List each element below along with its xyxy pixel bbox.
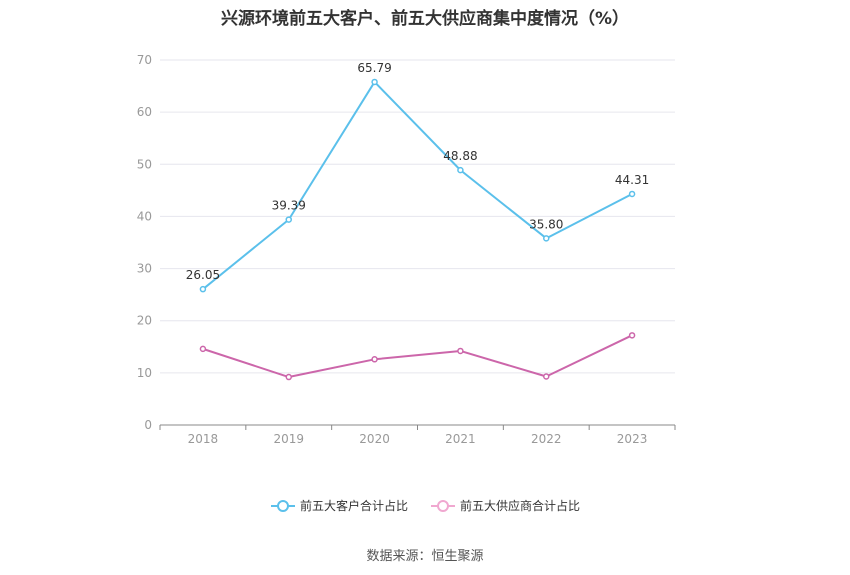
x-tick-label-2022: 2022 xyxy=(531,432,562,446)
series-line-1 xyxy=(202,334,633,379)
grid-layer xyxy=(160,59,675,374)
y-tick-label-20: 20 xyxy=(137,314,152,328)
series-0-point-2022 xyxy=(543,235,550,242)
y-tick-label-0: 0 xyxy=(144,418,152,432)
data-label-0-2023: 44.31 xyxy=(615,173,649,187)
series-1-point-2019 xyxy=(285,373,292,381)
data-label-0-2018: 26.05 xyxy=(186,268,220,282)
legend-label-suppliers: 前五大供应商合计占比 xyxy=(460,499,581,513)
data-label-0-2019: 39.39 xyxy=(272,199,306,213)
x-tick-label-2019: 2019 xyxy=(273,432,304,446)
y-tick-label-70: 70 xyxy=(137,53,152,67)
series-layer xyxy=(199,78,636,381)
y-tick-label-40: 40 xyxy=(137,209,152,223)
series-0-point-2020 xyxy=(371,78,378,86)
legend: 前五大客户合计占比 前五大供应商合计占比 xyxy=(0,497,850,514)
y-tick-label-50: 50 xyxy=(137,157,152,171)
series-1-point-2018 xyxy=(199,345,207,353)
series-0-point-2021 xyxy=(457,166,464,174)
series-0-point-2023 xyxy=(628,190,636,198)
label-layer: 26.05 39.39 65.79 48.88 35.80 44.31 xyxy=(186,61,650,282)
x-tick-label-2021: 2021 xyxy=(445,432,476,446)
series-1-point-2020 xyxy=(371,356,378,363)
y-tick-label-60: 60 xyxy=(137,105,152,119)
series-1-point-2022 xyxy=(543,373,550,380)
y-tick-label-30: 30 xyxy=(137,262,152,276)
x-tick-label-2020: 2020 xyxy=(359,432,390,446)
data-label-0-2022: 35.80 xyxy=(529,217,563,231)
x-tick-label-2018: 2018 xyxy=(188,432,219,446)
series-1-point-2021 xyxy=(457,347,464,355)
legend-marker-customers xyxy=(270,499,295,512)
data-label-0-2021: 48.88 xyxy=(443,149,477,163)
legend-item-suppliers[interactable]: 前五大供应商合计占比 xyxy=(430,497,580,514)
legend-label-customers: 前五大客户合计占比 xyxy=(299,499,408,513)
y-tick-label-10: 10 xyxy=(137,366,152,380)
series-line-0 xyxy=(202,80,633,290)
legend-item-customers[interactable]: 前五大客户合计占比 xyxy=(270,497,408,514)
series-1-point-2023 xyxy=(628,332,636,339)
series-0-point-2019 xyxy=(285,216,292,223)
series-0-point-2018 xyxy=(199,285,207,293)
x-tick-label-2023: 2023 xyxy=(617,432,648,446)
source-note: 数据来源：恒生聚源 xyxy=(366,549,484,564)
chart-title: 兴源环境前五大客户、前五大供应商集中度情况（%） xyxy=(220,9,630,29)
data-label-0-2020: 65.79 xyxy=(357,61,391,75)
legend-marker-suppliers xyxy=(431,499,455,512)
axis-layer: 0 10 20 30 40 50 60 70 2018 2019 2020 2021 2022 2023 xyxy=(137,53,676,446)
